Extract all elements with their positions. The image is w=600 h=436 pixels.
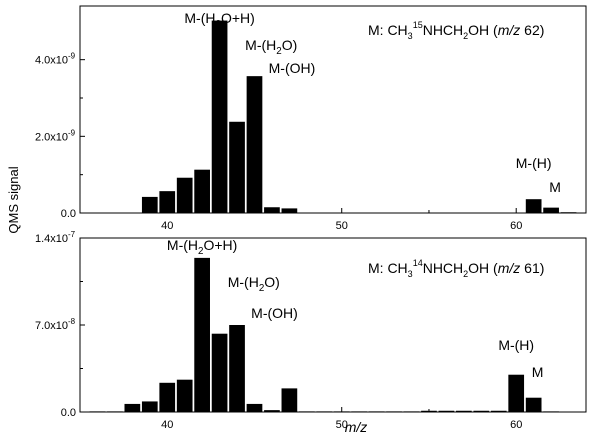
x-tick-label: 40 xyxy=(161,419,173,431)
x-tick-label: 60 xyxy=(510,220,522,232)
bar-mz-48 xyxy=(298,411,315,412)
bar-mz-40 xyxy=(159,382,176,412)
bar-mz-42 xyxy=(194,257,210,412)
peak-annotation: M-(H2O+H) xyxy=(167,237,237,257)
bar-mz-38 xyxy=(124,403,141,412)
peak-annotation: M-(OH) xyxy=(269,60,316,76)
x-tick-label: 50 xyxy=(336,419,348,431)
bar-mz-49 xyxy=(316,411,333,412)
peak-annotation: M-(H) xyxy=(516,155,552,171)
bar-mz-44 xyxy=(229,121,245,213)
bar-mz-53 xyxy=(386,411,402,412)
bar-mz-62 xyxy=(543,207,559,213)
bar-mz-47 xyxy=(281,208,298,213)
bar-mz-62 xyxy=(543,411,559,412)
bar-mz-41 xyxy=(176,379,193,412)
y-tick-label: 0.0 xyxy=(61,208,76,220)
y-tick-exponent: -9 xyxy=(68,52,76,61)
bar-mz-59 xyxy=(490,410,507,412)
y-tick-label: 1.4x10 xyxy=(35,233,68,245)
bar-mz-46 xyxy=(264,410,280,412)
peak-annotation: M-(H2O) xyxy=(228,274,280,294)
peak-annotation: M-(H2O) xyxy=(245,37,297,57)
bar-mz-58 xyxy=(473,410,490,412)
x-tick-label: 50 xyxy=(336,220,348,232)
panel-title: M: CH314NHCH2OH (m/z 61) xyxy=(368,258,544,279)
top-panel: 40 50 600.02.0x10 -94.0x10 -9M: CH315NHCH2OH… xyxy=(35,5,587,232)
x-tick-label: 60 xyxy=(510,419,522,431)
peak-annotation: M-(H) xyxy=(498,337,534,353)
bar-mz-43 xyxy=(211,333,228,412)
bar-mz-54 xyxy=(403,411,420,412)
peak-annotation: M xyxy=(549,179,561,195)
bar-mz-39 xyxy=(141,196,158,213)
peak-annotation: M-(OH) xyxy=(251,305,298,321)
bar-mz-52 xyxy=(368,411,385,412)
bar-mz-40 xyxy=(159,191,176,213)
panel-title: M: CH315NHCH2OH (m/z 62) xyxy=(368,20,544,41)
bar-mz-61 xyxy=(525,397,542,412)
bar-mz-56 xyxy=(438,410,455,412)
bar-mz-43 xyxy=(211,20,228,213)
x-tick-label: 40 xyxy=(161,220,173,232)
bar-mz-41 xyxy=(176,177,193,213)
x-axis-label: m/z xyxy=(345,419,368,435)
y-tick-label: 7.0x10 xyxy=(35,320,68,332)
y-tick-exponent: -9 xyxy=(68,128,76,137)
bar-mz-61 xyxy=(525,199,542,213)
bar-mz-63 xyxy=(560,212,577,213)
y-tick-exponent: -8 xyxy=(68,317,76,326)
plot-frame xyxy=(79,5,587,214)
bar-mz-45 xyxy=(246,403,263,412)
bar-mz-60 xyxy=(508,374,525,412)
bar-mz-37 xyxy=(107,411,123,412)
y-tick-label: 2.0x10 xyxy=(35,131,68,143)
bar-mz-44 xyxy=(229,325,245,412)
bar-mz-42 xyxy=(194,169,210,213)
y-tick-label: 4.0x10 xyxy=(35,55,68,67)
bottom-panel: 40 50 60 0.0 7.0x10 -8 1.4x10 -7 M: CH314NHCH2OH… xyxy=(35,230,587,431)
bar-mz-51 xyxy=(351,411,368,412)
peak-annotation: M xyxy=(532,364,544,380)
y-tick-label: 0.0 xyxy=(61,407,76,419)
bar-mz-47 xyxy=(281,388,298,412)
bar-mz-39 xyxy=(141,401,158,412)
y-axis-label: QMS signal xyxy=(6,166,21,233)
y-tick-exponent: -7 xyxy=(68,230,76,239)
bar-mz-45 xyxy=(246,76,263,214)
bar-mz-57 xyxy=(456,410,472,412)
bar-mz-46 xyxy=(264,207,280,213)
bar-mz-36 xyxy=(89,411,106,412)
peak-annotation: M-(H2O+H) xyxy=(184,10,254,30)
